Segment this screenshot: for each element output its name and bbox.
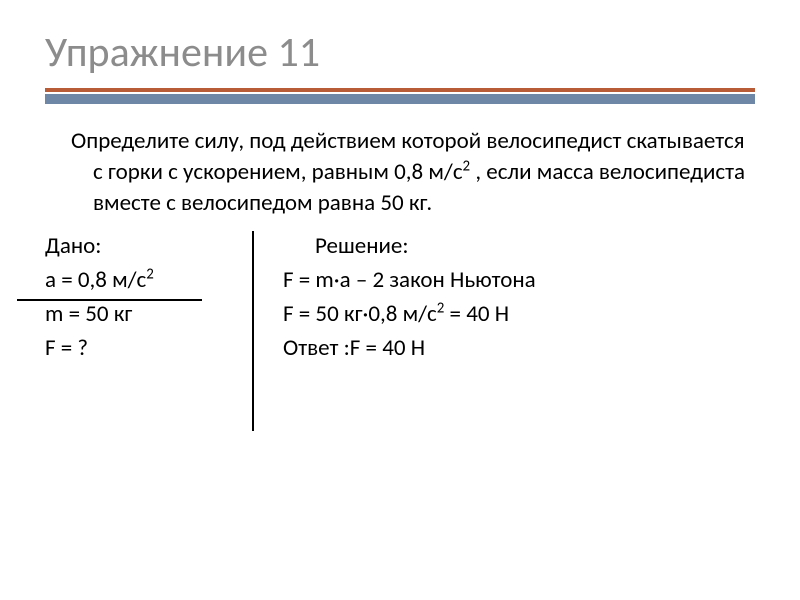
given-label: Дано: <box>45 231 255 262</box>
title-rule-band <box>45 92 755 104</box>
row-acceleration: a = 0,8 м/с2 F = m·a – 2 закон Ньютона <box>45 265 755 299</box>
slide-title: Упражнение 11 <box>45 30 755 76</box>
slide-container: Упражнение 11 Определите силу, под дейст… <box>0 0 800 600</box>
row-find: F = ? Ответ :F = 40 Н <box>45 333 755 367</box>
calculation-line: F = 50 кг·0,8 м/с2 = 40 Н <box>255 299 755 330</box>
solution-label: Решение: <box>255 231 755 262</box>
given-acceleration: a = 0,8 м/с2 <box>45 265 255 296</box>
row-mass: m = 50 кг F = 50 кг·0,8 м/с2 = 40 Н <box>45 299 755 333</box>
formula-line: F = m·a – 2 закон Ньютона <box>255 265 755 296</box>
solution-block: Дано: Решение: a = 0,8 м/с2 F = m·a – 2 … <box>45 229 755 367</box>
given-underline <box>17 299 202 301</box>
title-rule <box>45 88 755 104</box>
given-mass: m = 50 кг <box>45 299 255 330</box>
problem-statement: Определите силу, под действием которой в… <box>67 126 755 219</box>
find-line: F = ? <box>45 333 255 364</box>
answer-line: Ответ :F = 40 Н <box>255 333 755 364</box>
row-headers: Дано: Решение: <box>45 231 755 265</box>
vertical-divider <box>252 231 254 431</box>
